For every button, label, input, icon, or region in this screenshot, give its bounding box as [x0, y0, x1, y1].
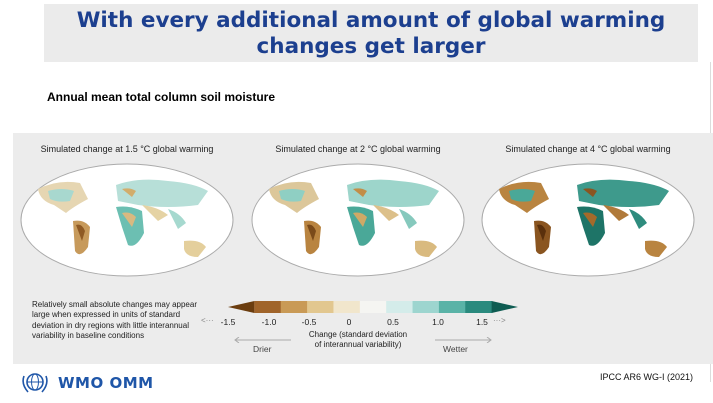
panel-title: Simulated change at 1.5 °C global warmin… [40, 144, 214, 154]
world-map-4c [481, 163, 695, 277]
colorbar-cell [333, 301, 361, 313]
colorbar-label-line2: of interannual variability) [314, 340, 402, 349]
colorbar-cell [465, 301, 493, 313]
panel-title: Simulated change at 2 °C global warming [275, 144, 441, 154]
colorbar-tick: -1.5 [220, 317, 236, 327]
colorbar-cell [254, 301, 282, 313]
world-map-1-5c [20, 163, 234, 277]
colorbar-cell [386, 301, 414, 313]
drier-arrow-icon [234, 337, 291, 343]
colorbar-cell [280, 301, 308, 313]
colorbar-cell [307, 301, 334, 313]
source-credit: IPCC AR6 WG-I (2021) [600, 372, 694, 382]
colorbar-tick: -0.5 [301, 317, 317, 327]
slide-title-line2: changes get larger [256, 34, 486, 59]
colorbar-cell [359, 301, 387, 313]
colorbar-tick: -1.0 [261, 317, 277, 327]
colorbar-cell [491, 301, 518, 313]
slide-subtitle: Annual mean total column soil moisture [47, 90, 276, 104]
colorbar-cell [438, 301, 466, 313]
right-arrow-icon: ···> [493, 316, 506, 325]
colorbar-cell [228, 301, 255, 313]
colorbar [228, 301, 518, 313]
slide-title: With every additional amount of global w… [44, 4, 698, 62]
colorbar-tick: 0 [346, 317, 352, 327]
panel-title: Simulated change at 4 °C global warming [505, 144, 671, 154]
drier-label: Drier [253, 344, 272, 354]
colorbar-tick: 1.0 [432, 317, 444, 327]
globe-laurel-icon [22, 373, 48, 393]
logo-text: WMO OMM [58, 374, 154, 392]
left-arrow-icon: <··· [201, 316, 214, 325]
colorbar-cell [412, 301, 440, 313]
colorbar-label: Change (standard deviation of interannua… [293, 330, 423, 350]
colorbar-tick: 0.5 [387, 317, 399, 327]
wetter-arrow-icon [435, 337, 492, 343]
colorbar-label-line1: Change (standard deviation [308, 330, 408, 339]
world-map-2c [251, 163, 465, 277]
wetter-label: Wetter [443, 344, 468, 354]
colorbar-tick: 1.5 [476, 317, 488, 327]
interpretation-note: Relatively small absolute changes may ap… [32, 300, 197, 340]
wmo-logo: WMO OMM [20, 370, 154, 396]
soil-moisture-figure: Simulated change at 1.5 °C global warmin… [13, 133, 713, 364]
slide-title-line1: With every additional amount of global w… [76, 8, 666, 33]
